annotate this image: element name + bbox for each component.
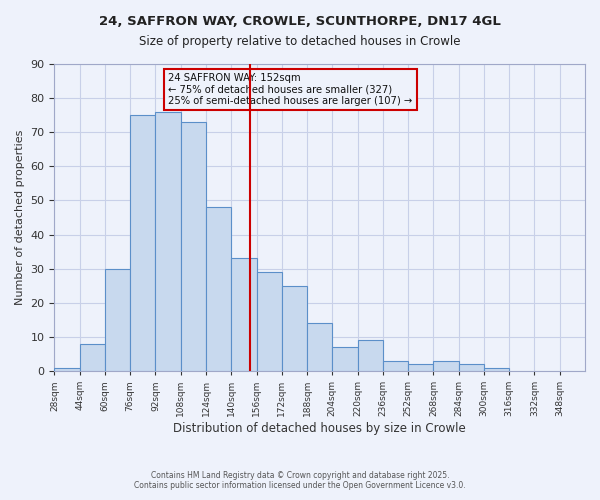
Text: 24 SAFFRON WAY: 152sqm
← 75% of detached houses are smaller (327)
25% of semi-de: 24 SAFFRON WAY: 152sqm ← 75% of detached… bbox=[169, 73, 413, 106]
Bar bbox=[105, 268, 130, 371]
Bar bbox=[80, 344, 105, 371]
Bar bbox=[484, 368, 509, 371]
Bar bbox=[358, 340, 383, 371]
Bar bbox=[257, 272, 282, 371]
Bar bbox=[433, 361, 458, 371]
Bar bbox=[206, 208, 231, 371]
Text: Size of property relative to detached houses in Crowle: Size of property relative to detached ho… bbox=[139, 35, 461, 48]
Bar bbox=[181, 122, 206, 371]
Bar bbox=[130, 115, 155, 371]
Bar bbox=[383, 361, 408, 371]
Bar bbox=[231, 258, 257, 371]
Bar bbox=[155, 112, 181, 371]
Bar bbox=[458, 364, 484, 371]
Bar bbox=[55, 368, 80, 371]
Bar bbox=[282, 286, 307, 371]
Y-axis label: Number of detached properties: Number of detached properties bbox=[15, 130, 25, 305]
Bar bbox=[307, 324, 332, 371]
X-axis label: Distribution of detached houses by size in Crowle: Distribution of detached houses by size … bbox=[173, 422, 466, 435]
Text: 24, SAFFRON WAY, CROWLE, SCUNTHORPE, DN17 4GL: 24, SAFFRON WAY, CROWLE, SCUNTHORPE, DN1… bbox=[99, 15, 501, 28]
Text: Contains HM Land Registry data © Crown copyright and database right 2025.
Contai: Contains HM Land Registry data © Crown c… bbox=[134, 470, 466, 490]
Bar bbox=[408, 364, 433, 371]
Bar bbox=[332, 347, 358, 371]
